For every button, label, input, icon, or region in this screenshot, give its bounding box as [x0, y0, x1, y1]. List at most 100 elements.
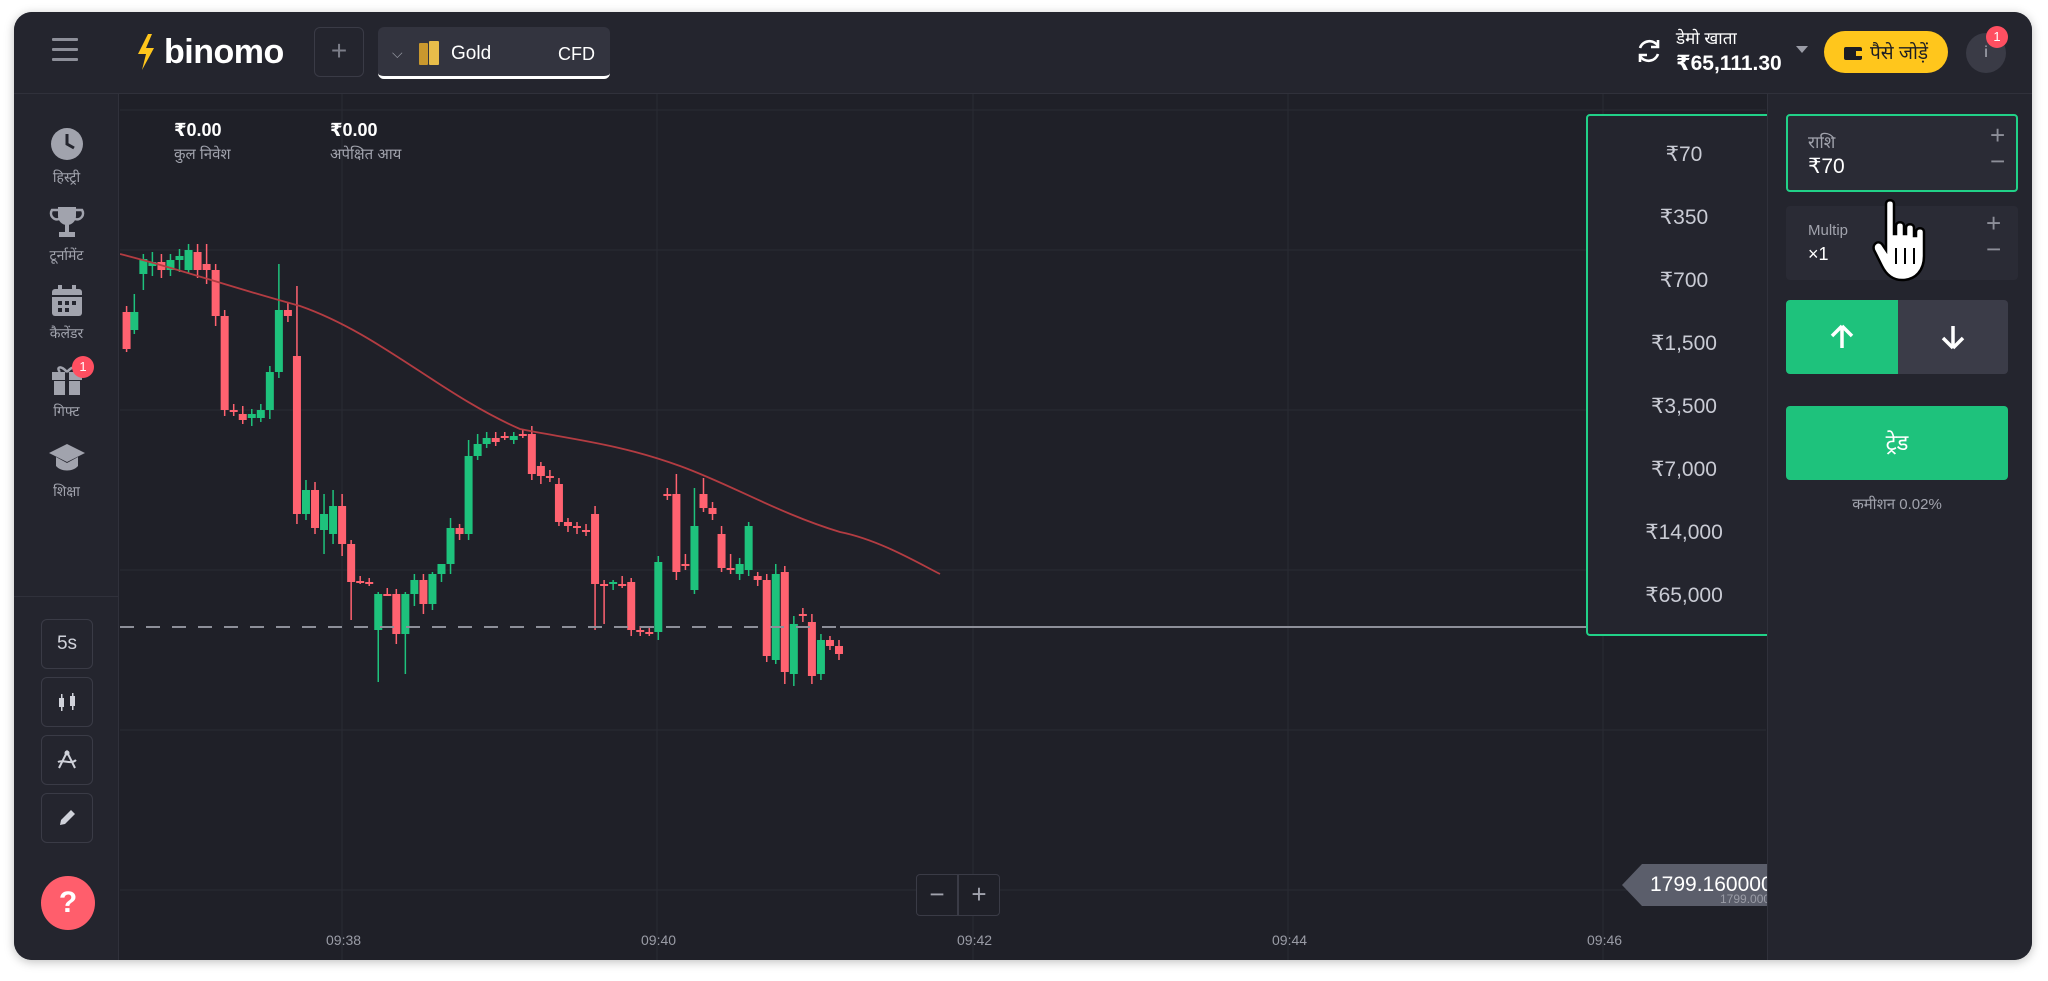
wallet-icon: [1843, 46, 1862, 60]
account-selector[interactable]: डेमो खाता ₹65,111.30: [1676, 26, 1782, 76]
candle-body: [717, 534, 726, 568]
logo[interactable]: binomo: [134, 32, 284, 72]
candle-body: [491, 438, 500, 442]
amount-option[interactable]: ₹14,000: [1645, 521, 1723, 544]
notification-badge: 1: [1986, 26, 2008, 48]
gold-bars-icon: [419, 41, 439, 65]
time-label: 09:38: [326, 932, 362, 948]
candle-body: [825, 640, 834, 646]
sidebar-item-history[interactable]: हिस्ट्री: [14, 126, 119, 187]
candle-body: [509, 436, 518, 440]
candle-body: [527, 434, 536, 474]
amount-option[interactable]: ₹1,500: [1651, 332, 1717, 355]
candle-body: [473, 444, 482, 456]
help-button[interactable]: ?: [41, 876, 95, 930]
zoom-in-button[interactable]: +: [958, 874, 1000, 916]
sidebar-item-calendar[interactable]: कैलेंडर: [14, 284, 119, 343]
app-window: binomo + ⌵ Gold CFD डेमो खाता ₹65,111.30: [14, 12, 2032, 960]
time-label: 09:44: [1272, 932, 1308, 948]
candle-body: [347, 544, 356, 582]
candle-body: [428, 574, 437, 604]
asset-name: Gold: [451, 43, 492, 64]
candle-body: [573, 526, 582, 528]
amount-option[interactable]: ₹700: [1659, 269, 1709, 292]
amount-increase-button[interactable]: +: [1990, 120, 2006, 150]
candle-body: [798, 614, 807, 616]
candle-body: [166, 260, 175, 270]
candle-body: [636, 630, 645, 632]
price-axis-label: 1799.0000: [1720, 892, 1777, 906]
sidebar-item-label: गिफ्ट: [53, 403, 80, 419]
drawing-tools-button[interactable]: [41, 793, 93, 843]
amount-option[interactable]: ₹65,000: [1645, 584, 1723, 607]
chart-area[interactable]: ₹0.00 कुल निवेश ₹0.00 अपेक्षित आय − + 17…: [120, 94, 1786, 960]
candle-body: [654, 562, 663, 632]
amount-option[interactable]: ₹3,500: [1651, 395, 1717, 418]
candle-body: [780, 572, 789, 672]
amount-decrease-button[interactable]: −: [1990, 146, 2006, 176]
asset-type: CFD: [558, 44, 595, 64]
multiplier-increase-button[interactable]: +: [1986, 208, 2002, 238]
candle-body: [356, 581, 365, 583]
sidebar-item-gift[interactable]: 1 गिफ्ट: [14, 356, 119, 421]
candle-body: [807, 622, 816, 676]
time-label: 09:42: [957, 932, 993, 948]
zoom-out-button[interactable]: −: [916, 874, 958, 916]
candle-body: [627, 582, 636, 630]
candle-body: [247, 414, 256, 418]
refresh-icon[interactable]: [1634, 36, 1664, 66]
sidebar-item-label: टूर्नामेंट: [49, 247, 84, 263]
timeframe-button[interactable]: 5s: [41, 619, 93, 669]
candle-body: [410, 580, 419, 594]
candle-body: [211, 270, 220, 316]
hand-cursor-icon: [1872, 199, 1926, 282]
candle-body: [374, 594, 383, 630]
asset-tab-gold[interactable]: ⌵ Gold CFD: [378, 27, 610, 79]
chart-type-button[interactable]: [41, 677, 93, 727]
candle-body: [229, 410, 238, 412]
candle-body: [455, 528, 464, 534]
candle-body: [265, 372, 274, 410]
candle-body: [681, 564, 690, 566]
deposit-button[interactable]: पैसे जोड़ें: [1824, 31, 1948, 73]
deposit-label: पैसे जोड़ें: [1869, 43, 1929, 64]
menu-icon[interactable]: [52, 38, 78, 62]
amount-option[interactable]: ₹70: [1665, 143, 1703, 166]
down-button[interactable]: [1898, 300, 2008, 374]
candle-body: [663, 494, 672, 496]
candle-body: [320, 514, 329, 530]
candle-body: [545, 476, 554, 478]
current-price-tag: 1799.160000: [1622, 864, 1786, 906]
add-asset-button[interactable]: +: [314, 27, 364, 77]
amount-option[interactable]: ₹350: [1659, 206, 1709, 229]
sidebar-item-tournaments[interactable]: टूर्नामेंट: [14, 204, 119, 265]
candle-body: [645, 632, 654, 634]
amount-input[interactable]: [1808, 154, 1958, 178]
chevron-down-icon: ⌵: [392, 45, 403, 61]
moving-average-line: [120, 253, 941, 575]
candle-body: [726, 568, 735, 570]
candle-body: [220, 316, 229, 410]
candle-body: [762, 580, 771, 656]
candlestick-chart[interactable]: [120, 94, 1766, 960]
candle-body: [690, 526, 699, 590]
trade-button[interactable]: ट्रेड: [1786, 406, 2008, 480]
multiplier-decrease-button[interactable]: −: [1986, 234, 2002, 264]
amount-label: राशि: [1808, 133, 1836, 152]
up-button[interactable]: [1786, 300, 1898, 374]
candle-body: [338, 506, 347, 544]
candle-body: [536, 466, 545, 476]
gift-badge: 1: [72, 356, 94, 378]
amount-field[interactable]: राशि + −: [1786, 114, 2018, 192]
candle-body: [735, 564, 744, 574]
caret-down-icon[interactable]: [1796, 46, 1808, 53]
candle-body: [274, 310, 283, 372]
candle-body: [835, 646, 843, 654]
trade-panel: राशि + − Multip ×1 + − ट्रेड कमीशन 0.02%: [1767, 94, 2032, 960]
indicators-button[interactable]: [41, 735, 93, 785]
amount-option[interactable]: ₹7,000: [1651, 458, 1717, 481]
candle-body: [609, 582, 618, 584]
sidebar-item-label: शिक्षा: [53, 483, 80, 499]
sidebar-item-education[interactable]: शिक्षा: [14, 440, 119, 501]
account-balance: ₹65,111.30: [1676, 52, 1782, 75]
